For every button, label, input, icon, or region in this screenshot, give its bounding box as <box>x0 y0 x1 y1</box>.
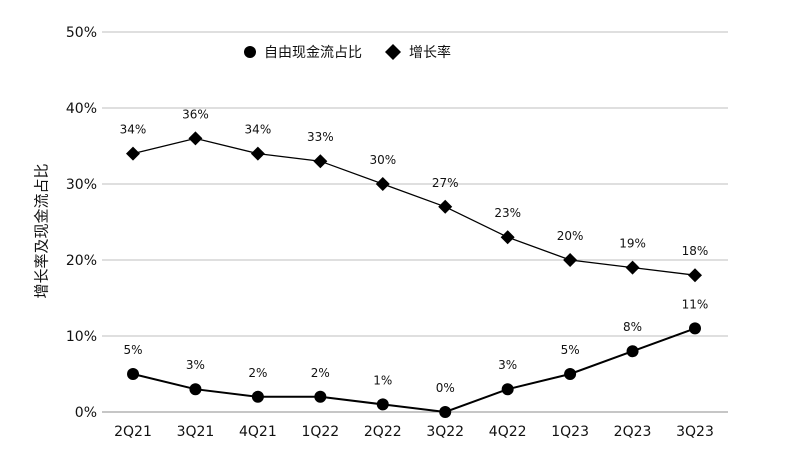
data-point <box>626 345 639 358</box>
data-point <box>625 260 640 275</box>
data-point <box>251 390 264 403</box>
data-label: 3% <box>186 358 205 372</box>
x-tick-label: 1Q22 <box>301 424 339 440</box>
data-label: 18% <box>682 244 709 258</box>
series-layer: 5% 3% 2% 2% 1% 0% 3% 5% 8% 11% 34% 36% 34% 33% 30% 27% 2… <box>120 107 709 418</box>
gridlines <box>102 31 728 413</box>
data-point <box>688 268 702 283</box>
x-tick-label: 3Q23 <box>676 424 714 440</box>
x-tick-label: 4Q21 <box>239 424 277 440</box>
data-point <box>314 390 327 403</box>
legend-circle-marker <box>244 46 256 58</box>
legend-label-growth: 增长率 <box>409 44 451 61</box>
y-tick-label: 40% <box>66 101 97 117</box>
data-point <box>126 146 140 161</box>
data-label: 2% <box>248 366 267 380</box>
x-tick-label: 2Q23 <box>614 424 652 440</box>
y-tick-label: 50% <box>66 25 97 41</box>
y-tick-label: 10% <box>66 329 97 345</box>
data-label: 23% <box>494 206 521 220</box>
data-label: 36% <box>182 107 209 121</box>
y-tick-label: 0% <box>75 405 97 421</box>
data-point <box>501 383 514 396</box>
x-tick-label: 4Q22 <box>489 424 527 440</box>
data-label: 5% <box>123 343 142 357</box>
y-tick-label: 20% <box>66 253 97 269</box>
x-tick-label: 2Q22 <box>364 424 402 440</box>
data-label: 8% <box>623 320 642 334</box>
data-label: 20% <box>557 229 584 243</box>
data-label: 1% <box>373 373 392 387</box>
x-tick-label: 2Q21 <box>114 424 152 440</box>
data-point <box>250 146 265 161</box>
x-tick-label: 3Q21 <box>177 424 215 440</box>
data-label: 27% <box>432 176 459 190</box>
data-point <box>689 322 701 335</box>
data-label: 11% <box>682 297 709 311</box>
data-label: 5% <box>561 343 580 357</box>
data-point <box>438 199 453 214</box>
data-label: 3% <box>498 358 517 372</box>
legend-diamond-marker <box>385 44 401 60</box>
y-tick-labels: 0% 10% 20% 30% 40% 50% <box>66 25 97 421</box>
y-axis-label: 增长率及现金流占比 <box>33 163 51 298</box>
data-label: 0% <box>436 381 455 395</box>
data-point <box>563 253 578 267</box>
data-point <box>439 406 452 418</box>
data-point <box>189 383 202 396</box>
series-line <box>132 327 696 414</box>
legend-label-fcf: 自由现金流占比 <box>264 45 362 61</box>
data-point <box>376 398 389 411</box>
data-point <box>127 368 139 380</box>
data-label: 34% <box>245 123 272 137</box>
x-tick-label: 1Q23 <box>551 424 589 440</box>
x-tick-label: 3Q22 <box>426 424 464 440</box>
series-line <box>132 137 696 276</box>
data-point <box>564 368 577 380</box>
data-label: 2% <box>311 366 330 380</box>
y-tick-label: 30% <box>66 177 97 193</box>
data-point <box>500 230 515 245</box>
x-tick-labels: 2Q21 3Q21 4Q21 1Q22 2Q22 3Q22 4Q22 1Q23 2Q23 3Q23 <box>114 424 714 440</box>
data-label: 33% <box>307 130 334 144</box>
data-label: 30% <box>369 153 396 167</box>
data-point <box>313 154 328 169</box>
data-label: 34% <box>120 123 147 137</box>
data-point <box>375 177 390 191</box>
data-point <box>188 131 203 146</box>
data-label: 19% <box>619 237 646 251</box>
legend: 自由现金流占比 增长率 <box>244 44 451 61</box>
